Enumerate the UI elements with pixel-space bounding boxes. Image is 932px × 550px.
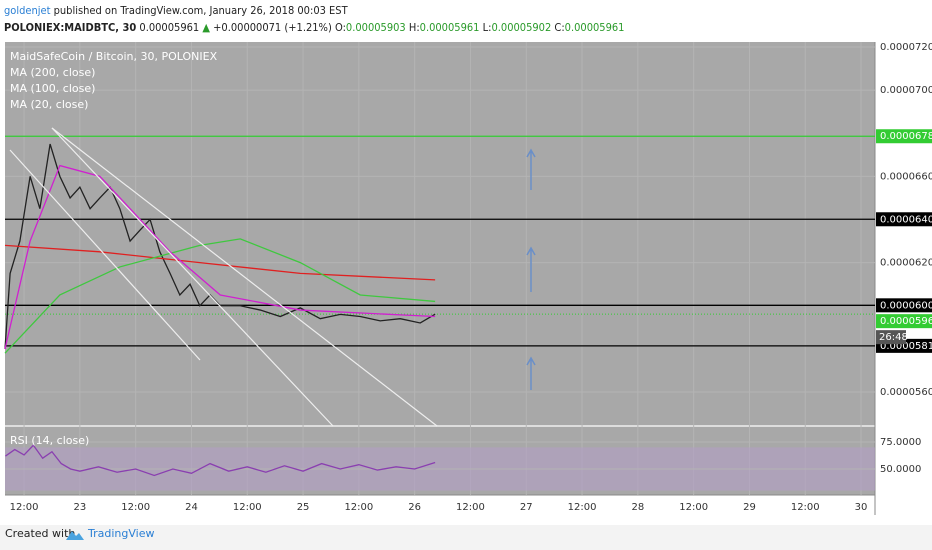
last-label: 0.00005961 — [880, 316, 932, 327]
x-tick-label: 12:00 — [344, 502, 373, 513]
channel-line — [51, 127, 438, 427]
x-tick-label: 30 — [855, 502, 868, 513]
publish-line: goldenjet published on TradingView.com, … — [4, 2, 624, 19]
x-tick-label: 12:00 — [791, 502, 820, 513]
up-arrow — [526, 148, 536, 190]
level-label: 0.00006786 — [880, 131, 932, 142]
x-tick-label: 27 — [520, 502, 533, 513]
ticker-line: POLONIEX:MAIDBTC, 30 0.00005961 ▲ +0.000… — [4, 19, 624, 36]
x-tick-label: 12:00 — [568, 502, 597, 513]
c-key: C: — [554, 21, 565, 34]
channel-line — [51, 127, 334, 427]
x-tick-label: 28 — [631, 502, 644, 513]
last: 0.00005961 — [139, 21, 200, 34]
arrow: ▲ — [202, 21, 210, 34]
level-label: 0.00006401 — [880, 214, 932, 225]
plot — [4, 135, 875, 477]
level-label-box — [876, 298, 932, 313]
countdown-box — [876, 330, 906, 345]
symbol: POLONIEX:MAIDBTC, 30 — [4, 21, 137, 34]
legend-entry: MA (100, close) — [10, 82, 95, 95]
level-label: 0.00005814 — [880, 341, 932, 352]
x-tick-label: 12:00 — [679, 502, 708, 513]
footer-bar — [0, 525, 932, 550]
rsi-tick-label: 50.0000 — [880, 464, 921, 475]
legend: MaidSafeCoin / Bitcoin, 30, POLONIEX MA … — [10, 50, 218, 447]
up-arrow — [526, 246, 536, 292]
l: 0.00005902 — [491, 21, 552, 34]
legend-entry: MA (20, close) — [10, 98, 88, 111]
footer-brand[interactable]: TradingView — [87, 527, 154, 540]
y-tick-label: 0.00007200 — [880, 42, 932, 53]
x-tick-label: 23 — [73, 502, 86, 513]
x-tick-label: 12:00 — [233, 502, 262, 513]
legend-entry: MA (200, close) — [10, 66, 95, 79]
channel-line — [9, 149, 201, 361]
x-tick-label: 29 — [743, 502, 756, 513]
x-tick-label: 24 — [185, 502, 198, 513]
x-tick-label: 25 — [297, 502, 310, 513]
chart-title: MaidSafeCoin / Bitcoin, 30, POLONIEX — [10, 50, 218, 63]
change: +0.00000071 (+1.21%) — [213, 21, 332, 34]
countdown: 26:48 — [879, 332, 908, 343]
level-label-box — [876, 129, 932, 144]
series-line — [5, 444, 436, 477]
x-tick-label: 26 — [408, 502, 421, 513]
series-line — [4, 244, 436, 281]
header: goldenjet published on TradingView.com, … — [4, 2, 624, 36]
series-line — [4, 238, 436, 354]
up-arrow — [526, 356, 536, 390]
o: 0.00005903 — [345, 21, 406, 34]
series-line — [4, 143, 436, 349]
last-label-box — [876, 314, 932, 329]
grid — [5, 42, 875, 495]
rsi-title: RSI (14, close) — [10, 434, 89, 447]
author[interactable]: goldenjet — [4, 4, 51, 17]
tv-logo — [66, 531, 84, 540]
h: 0.00005961 — [419, 21, 480, 34]
arrows — [526, 148, 536, 390]
footer-created: Created with — [5, 527, 75, 540]
rsi-tick-label: 75.0000 — [880, 437, 921, 448]
o-key: O: — [334, 21, 346, 34]
h-key: H: — [408, 21, 420, 34]
published: published on TradingView.com, January 26… — [53, 4, 348, 17]
c: 0.00005961 — [564, 21, 625, 34]
x-tick-label: 12:00 — [10, 502, 39, 513]
x-tick-label: 12:00 — [121, 502, 150, 513]
level-label: 0.00006002 — [880, 300, 932, 311]
l-key: L: — [482, 21, 492, 34]
level-label-box — [876, 212, 932, 227]
series-line — [4, 164, 436, 350]
plot-background — [5, 42, 875, 495]
x-tick-label: 12:00 — [456, 502, 485, 513]
